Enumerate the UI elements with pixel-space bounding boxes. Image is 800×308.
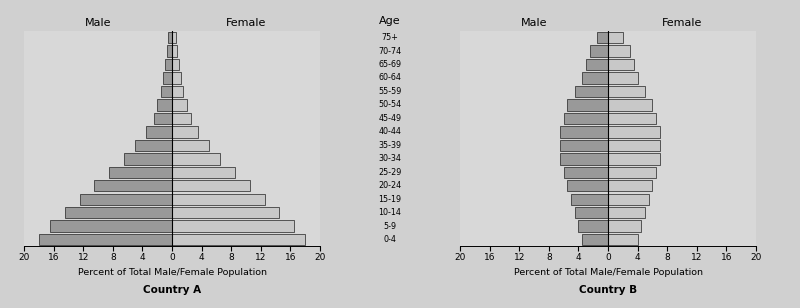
Bar [563,113,608,124]
Bar [172,59,178,70]
Bar [586,59,608,70]
Bar [597,32,608,43]
Bar [172,72,181,84]
Bar [172,140,209,151]
Bar [608,167,656,178]
Text: 50-54: 50-54 [378,100,402,109]
Text: 5-9: 5-9 [383,222,397,231]
Bar [567,180,608,192]
Bar [38,234,172,245]
Bar [157,99,172,111]
Bar [582,72,608,84]
Bar [590,45,608,57]
Bar [571,193,608,205]
Text: Female: Female [662,18,702,28]
Text: 75+: 75+ [382,33,398,42]
Text: 15-19: 15-19 [378,195,402,204]
Bar [172,32,176,43]
Bar [172,180,250,192]
Bar [172,153,220,164]
Bar [172,167,235,178]
Bar [608,72,638,84]
Bar [582,234,608,245]
Bar [172,221,294,232]
Text: Percent of Total Male/Female Population: Percent of Total Male/Female Population [514,268,702,277]
Bar [560,140,608,151]
Text: 20-24: 20-24 [378,181,402,190]
Text: 10-14: 10-14 [378,208,402,217]
Bar [124,153,172,164]
Bar [154,113,172,124]
Bar [172,207,279,218]
Bar [608,140,660,151]
Text: 60-64: 60-64 [378,74,402,83]
Text: Male: Male [85,18,111,28]
Bar [608,153,660,164]
Bar [567,99,608,111]
Text: 35-39: 35-39 [378,141,402,150]
Bar [161,86,172,97]
Text: 45-49: 45-49 [378,114,402,123]
Text: 65-69: 65-69 [378,60,402,69]
Bar [172,99,187,111]
Text: Age: Age [379,17,401,26]
Bar [163,72,172,84]
Text: 25-29: 25-29 [378,168,402,177]
Bar [608,207,645,218]
Bar [172,234,306,245]
Bar [172,45,177,57]
Bar [79,193,172,205]
Text: 55-59: 55-59 [378,87,402,96]
Text: Male: Male [521,18,547,28]
Text: Female: Female [226,18,266,28]
Text: 30-34: 30-34 [378,154,402,163]
Text: Country B: Country B [579,285,637,295]
Bar [172,126,198,138]
Bar [172,113,190,124]
Bar [166,59,172,70]
Text: Percent of Total Male/Female Population: Percent of Total Male/Female Population [78,268,266,277]
Bar [578,221,608,232]
Bar [65,207,172,218]
Text: 70-74: 70-74 [378,47,402,55]
Bar [608,180,653,192]
Bar [146,126,172,138]
Bar [574,86,608,97]
Bar [50,221,172,232]
Bar [608,86,645,97]
Bar [109,167,172,178]
Text: 0-4: 0-4 [383,235,397,244]
Bar [574,207,608,218]
Bar [608,45,630,57]
Bar [167,45,172,57]
Bar [608,221,642,232]
Bar [608,99,653,111]
Bar [172,193,265,205]
Text: 40-44: 40-44 [378,128,402,136]
Bar [94,180,172,192]
Bar [608,59,634,70]
Bar [608,126,660,138]
Bar [608,32,622,43]
Bar [172,86,183,97]
Bar [168,32,172,43]
Text: Country A: Country A [143,285,201,295]
Bar [560,126,608,138]
Bar [608,193,649,205]
Bar [135,140,172,151]
Bar [608,234,638,245]
Bar [560,153,608,164]
Bar [608,113,656,124]
Bar [563,167,608,178]
